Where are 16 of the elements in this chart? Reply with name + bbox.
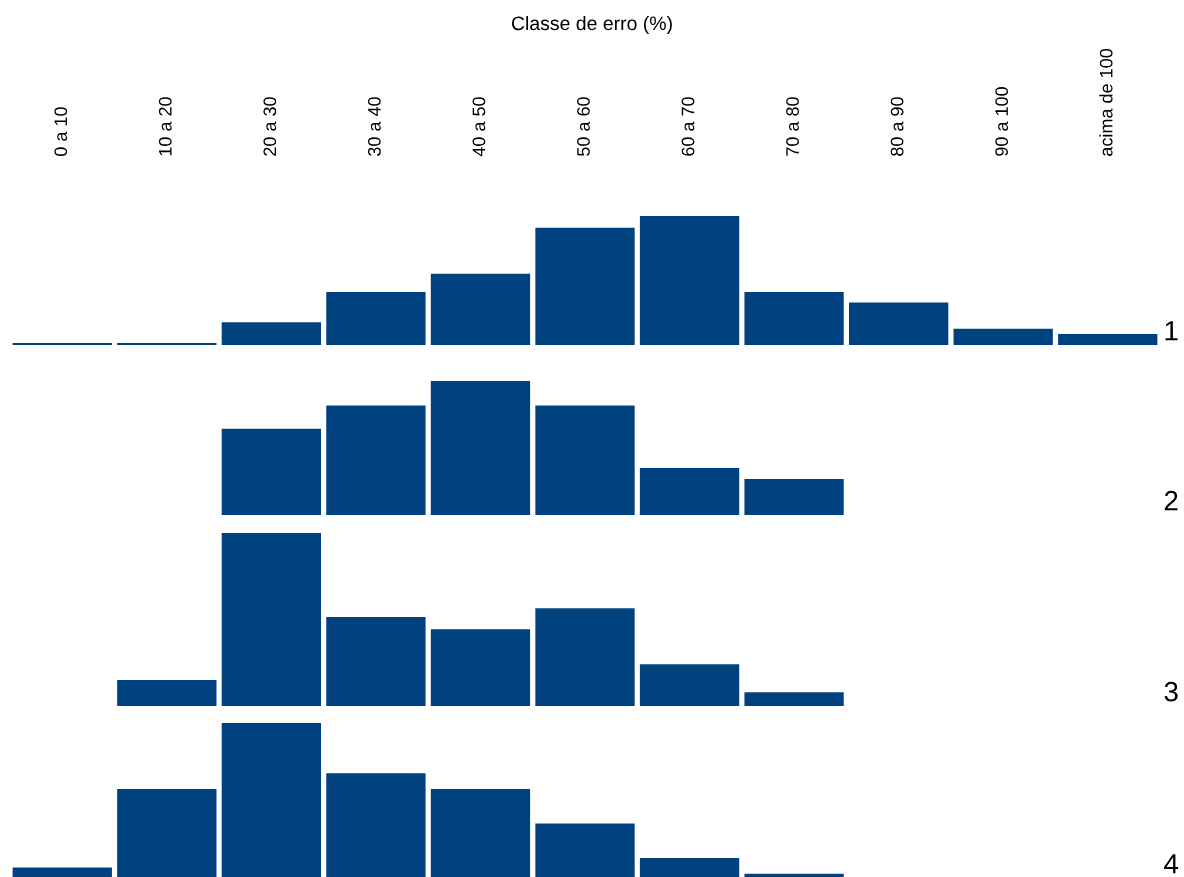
text: 4 bbox=[1164, 854, 1179, 874]
x-tick-label: 90 a 100 bbox=[995, 87, 1009, 156]
x-tick-label: 70 a 80 bbox=[786, 97, 799, 156]
x-tick-label: 20 a 30 bbox=[263, 97, 277, 156]
x-tick-label: 40 a 50 bbox=[472, 97, 486, 157]
x-tick-label: 0 a 10 bbox=[54, 107, 68, 156]
x-axis-title: Classe de erro (%) bbox=[511, 15, 672, 35]
x-tick-label: acima de 100 bbox=[1099, 48, 1113, 156]
text: 3 bbox=[1164, 681, 1178, 702]
text: 2 bbox=[1164, 490, 1178, 511]
x-tick-label: 30 a 40 bbox=[367, 97, 381, 156]
x-tick-label: 10 a 20 bbox=[158, 97, 172, 156]
text: 1 bbox=[1165, 321, 1178, 341]
x-tick-label: 50 a 60 bbox=[577, 97, 590, 156]
x-tick-label: 80 a 90 bbox=[890, 97, 904, 156]
x-tick-label: 60 a 70 bbox=[681, 97, 695, 156]
